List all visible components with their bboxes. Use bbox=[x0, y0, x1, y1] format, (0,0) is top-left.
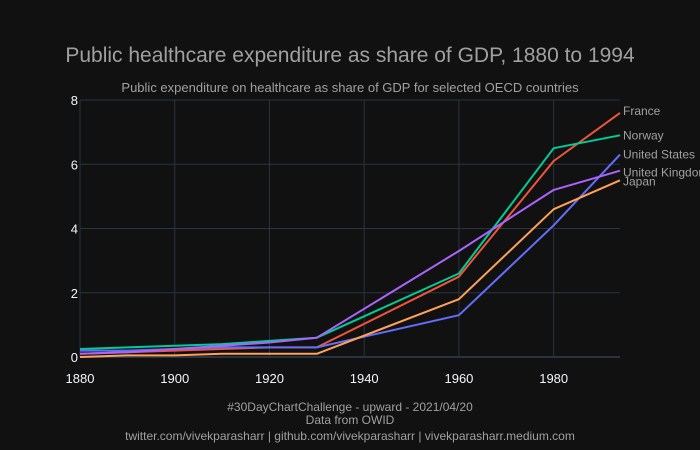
footer-links: twitter.com/vivekparasharr | github.com/… bbox=[125, 429, 575, 443]
y-tick-label: 2 bbox=[71, 286, 78, 301]
series-labels: France Norway United States United KingdomJ… bbox=[623, 104, 700, 188]
series-label-france: France bbox=[623, 104, 661, 118]
series-label-norway: Norway bbox=[623, 128, 664, 142]
x-tick-label: 1880 bbox=[66, 371, 95, 386]
chart-subtitle: Public expenditure on healthcare as shar… bbox=[121, 80, 579, 95]
series-line-norway bbox=[79, 134, 621, 350]
x-tick-label: 1960 bbox=[444, 371, 473, 386]
x-tick-label: 1940 bbox=[350, 371, 379, 386]
series-label-united-states: United States bbox=[623, 148, 695, 162]
series-lines bbox=[79, 112, 621, 358]
x-tick-label: 1900 bbox=[160, 371, 189, 386]
y-tick-label: 8 bbox=[71, 93, 78, 108]
y-tick-label: 6 bbox=[71, 157, 78, 172]
series-line-united-kingdom bbox=[79, 169, 621, 355]
series-label-japan: Japan bbox=[623, 174, 656, 188]
x-tick-label: 1920 bbox=[255, 371, 284, 386]
y-tick-label: 0 bbox=[71, 350, 78, 365]
grid bbox=[79, 99, 620, 358]
axes: 1880 1900 1920 1940 1960 1980 0 2 4 6 8 bbox=[66, 93, 569, 386]
series-line-japan bbox=[79, 179, 621, 358]
x-tick-label: 1980 bbox=[539, 371, 568, 386]
footer-source: Data from OWID bbox=[306, 413, 395, 427]
y-tick-label: 4 bbox=[71, 222, 78, 237]
series-line-united-states bbox=[80, 153, 621, 352]
chart-title: Public healthcare expenditure as share o… bbox=[65, 44, 635, 67]
series-label-united-kingdom: United Kingdom bbox=[623, 166, 700, 180]
footer-caption: #30DayChartChallenge - upward - 2021/04/… bbox=[227, 400, 473, 414]
